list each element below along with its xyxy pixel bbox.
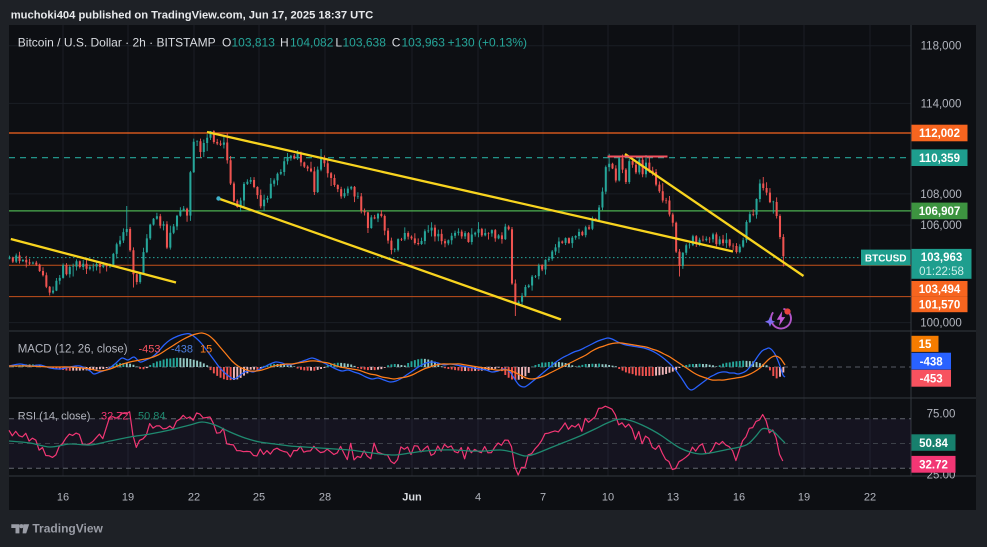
svg-text:106,907: 106,907 xyxy=(919,206,961,218)
svg-text:-438: -438 xyxy=(171,343,193,355)
svg-text:118,000: 118,000 xyxy=(921,41,962,53)
svg-text:C: C xyxy=(392,36,401,50)
svg-text:19: 19 xyxy=(122,492,134,504)
svg-text:114,000: 114,000 xyxy=(921,98,962,110)
svg-text:32.72: 32.72 xyxy=(919,460,948,472)
svg-text:Bitcoin / U.S. Dollar · 2h · B: Bitcoin / U.S. Dollar · 2h · BITSTAMP xyxy=(18,36,216,50)
svg-text:75.00: 75.00 xyxy=(927,408,956,420)
svg-text:110,359: 110,359 xyxy=(919,153,960,165)
svg-text:+130 (+0.13%): +130 (+0.13%) xyxy=(448,36,527,50)
svg-text:16: 16 xyxy=(57,492,69,504)
svg-text:BTCUSD: BTCUSD xyxy=(865,253,907,264)
svg-text:01:22:58: 01:22:58 xyxy=(919,266,964,278)
svg-text:MACD (12, 26, close): MACD (12, 26, close) xyxy=(18,343,128,355)
svg-text:106,000: 106,000 xyxy=(920,220,962,232)
svg-text:108,000: 108,000 xyxy=(920,189,962,201)
svg-text:16: 16 xyxy=(733,492,745,504)
svg-text:4: 4 xyxy=(475,492,481,504)
svg-text:15: 15 xyxy=(200,343,212,355)
svg-text:22: 22 xyxy=(188,492,200,504)
svg-text:-438: -438 xyxy=(920,356,944,368)
svg-text:103,963: 103,963 xyxy=(921,252,963,264)
svg-text:22: 22 xyxy=(864,492,876,504)
svg-text:Jun: Jun xyxy=(402,492,422,504)
svg-text:TradingView: TradingView xyxy=(32,522,103,536)
svg-text:10: 10 xyxy=(602,492,614,504)
svg-text:103,638: 103,638 xyxy=(343,36,387,50)
svg-text:15: 15 xyxy=(919,339,932,351)
svg-text:-453: -453 xyxy=(139,343,161,355)
svg-text:50.84: 50.84 xyxy=(138,411,166,423)
svg-text:101,570: 101,570 xyxy=(919,300,961,312)
svg-text:7: 7 xyxy=(540,492,546,504)
svg-text:O: O xyxy=(222,36,231,50)
svg-text:RSI (14, close): RSI (14, close) xyxy=(18,411,91,423)
svg-text:100,000: 100,000 xyxy=(920,318,962,330)
svg-text:25: 25 xyxy=(253,492,265,504)
svg-text:muchoki404 published on Tradin: muchoki404 published on TradingView.com,… xyxy=(11,9,373,21)
svg-text:103,813: 103,813 xyxy=(232,36,276,50)
svg-text:112,002: 112,002 xyxy=(919,128,960,140)
svg-text:103,494: 103,494 xyxy=(919,284,961,296)
svg-text:19: 19 xyxy=(798,492,810,504)
svg-text:-453: -453 xyxy=(920,373,943,385)
svg-text:13: 13 xyxy=(667,492,679,504)
svg-text:32.72: 32.72 xyxy=(101,411,129,423)
svg-text:H: H xyxy=(280,36,289,50)
svg-text:104,082: 104,082 xyxy=(290,36,334,50)
svg-text:L: L xyxy=(335,36,342,50)
svg-text:28: 28 xyxy=(319,492,331,504)
svg-text:103,963: 103,963 xyxy=(402,36,446,50)
svg-text:50.84: 50.84 xyxy=(919,438,948,450)
